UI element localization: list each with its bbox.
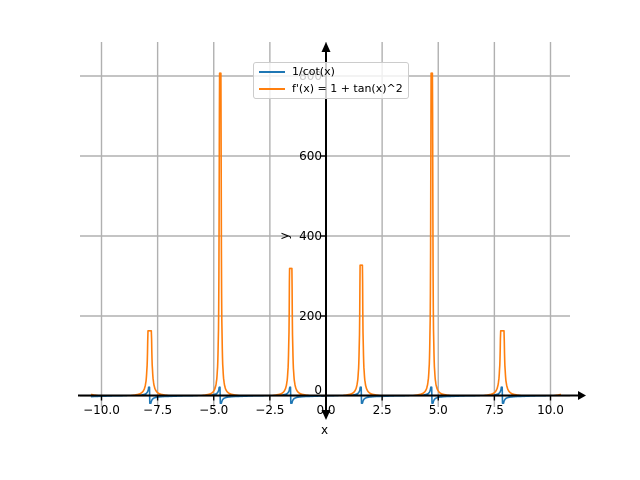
legend-label: f'(x) = 1 + tan(x)^2 [292,82,403,95]
legend-label: 1/cot(x) [292,65,335,78]
legend-entry-sec2: f'(x) = 1 + tan(x)^2 [259,82,403,96]
legend: 1/cot(x) f'(x) = 1 + tan(x)^2 [253,62,409,99]
y-axis-bottom-arrowhead [321,410,331,420]
x-tick-label: −2.5 [255,403,284,417]
y-tick-label: 600 [299,149,322,163]
x-tick-label: 7.5 [485,403,504,417]
legend-line-sample-orange [259,88,285,90]
x-axis-arrowhead [578,391,586,400]
x-axis-label: x [321,423,329,437]
tick-label-layer: −10.0−7.5−5.0−2.50.02.55.07.510.00200400… [83,69,564,417]
x-tick-label: 10.0 [537,403,564,417]
y-axis-label: y [277,232,292,240]
y-tick-label: 400 [299,229,322,243]
x-tick-label: −7.5 [143,403,172,417]
y-axis-top-arrowhead [321,42,331,52]
legend-entry-tan: 1/cot(x) [259,65,403,79]
x-tick-label: 5.0 [429,403,448,417]
x-tick-label: 2.5 [373,403,392,417]
axes-layer [78,42,586,420]
y-tick-label: 0 [314,383,322,397]
legend-line-sample-blue [259,71,285,73]
y-tick-label: 200 [299,309,322,323]
x-tick-label: −5.0 [199,403,228,417]
x-tick-label: −10.0 [83,403,120,417]
